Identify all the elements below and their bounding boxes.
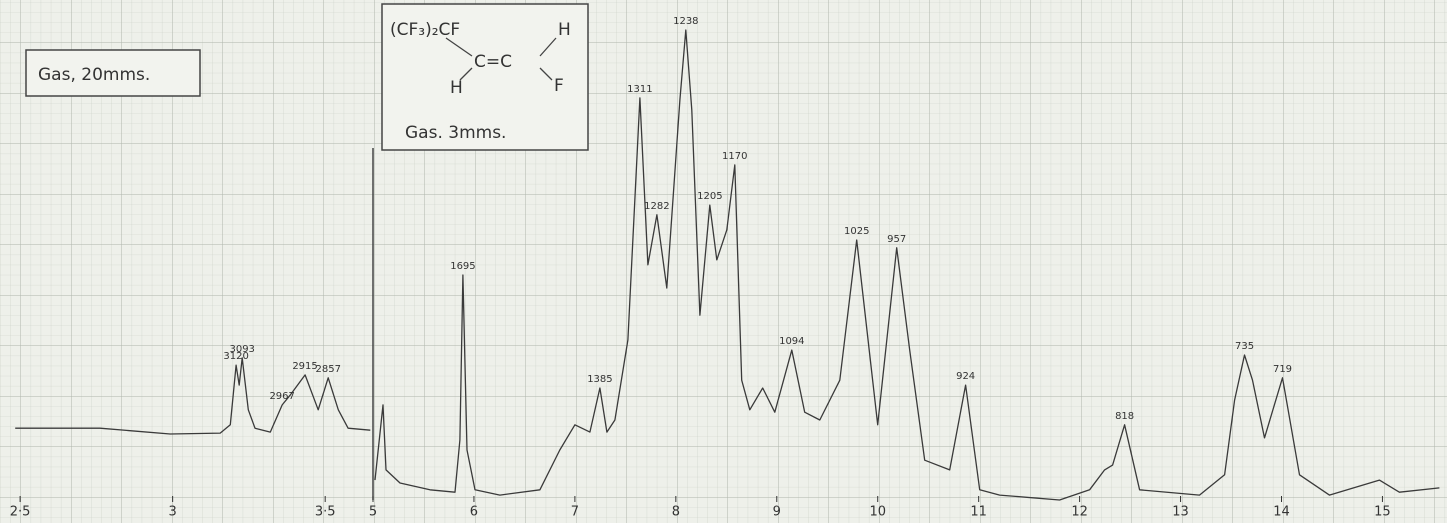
x-tick-label: 9 <box>773 505 781 520</box>
x-tick-label: 8 <box>672 505 680 520</box>
peak-label: 1170 <box>722 151 747 162</box>
peak-label: 719 <box>1273 364 1292 375</box>
peak-label: 924 <box>956 371 975 382</box>
x-tick-label: 12 <box>1071 505 1088 520</box>
peak-label: 1094 <box>779 336 804 347</box>
x-tick-label: 3·5 <box>315 505 336 520</box>
sample-note: Gas, 20mms. <box>38 65 150 85</box>
x-tick-label: 7 <box>571 505 579 520</box>
peak-label: 1025 <box>844 226 869 237</box>
peak-label: 3120 <box>223 351 248 362</box>
peak-label: 1695 <box>450 261 475 272</box>
peak-label: 818 <box>1115 411 1134 422</box>
structure-atom: H <box>558 20 571 40</box>
x-tick-label: 5 <box>369 505 377 520</box>
structure-atom: F <box>554 76 564 96</box>
x-tick-label: 15 <box>1374 505 1391 520</box>
peak-label: 1311 <box>627 84 652 95</box>
note-box <box>25 49 201 97</box>
sample-note: Gas. 3mms. <box>405 123 506 143</box>
peak-label: 1282 <box>644 201 669 212</box>
peak-label: 957 <box>887 234 906 245</box>
spectrum-trace <box>374 29 1440 501</box>
x-tick-label: 6 <box>470 505 478 520</box>
x-tick-label: 2·5 <box>10 505 31 520</box>
bond-lines <box>445 37 557 81</box>
peak-label: 2857 <box>316 364 341 375</box>
x-tick-label: 11 <box>970 505 987 520</box>
peak-label: 3093 <box>229 344 254 355</box>
x-tick-label: 10 <box>869 505 886 520</box>
peak-label: 2967 <box>269 391 294 402</box>
panel: (CF₃)₂CF H C=C H F Gas. 3mms. 5 6 7 8 9 10 11 1… <box>369 3 1440 520</box>
structure-atom: H <box>450 78 463 98</box>
peak-label: 1205 <box>697 191 722 202</box>
x-tick-label: 14 <box>1273 505 1290 520</box>
peak-label: 735 <box>1235 341 1254 352</box>
peak-label: 2915 <box>292 361 317 372</box>
spectrum-trace <box>15 357 371 435</box>
x-tick-label: 3 <box>169 505 177 520</box>
structure-group: (CF₃)₂CF <box>390 20 460 40</box>
structure-bond: C=C <box>474 52 512 72</box>
peak-label: 1385 <box>587 374 612 385</box>
note-box <box>381 3 589 151</box>
x-tick-label: 13 <box>1172 505 1189 520</box>
peak-label: 1238 <box>673 16 698 27</box>
